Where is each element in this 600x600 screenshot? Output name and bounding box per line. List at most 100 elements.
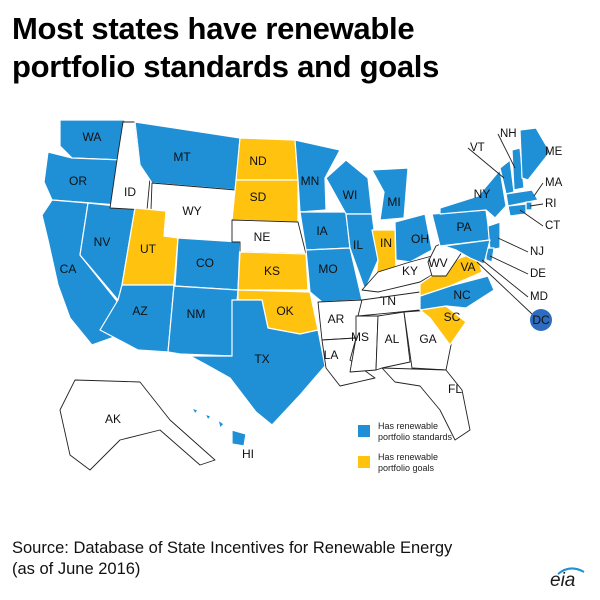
state-label-dc: DC (532, 313, 550, 327)
state-label-ny: NY (474, 187, 491, 201)
leader-line-nh (497, 133, 516, 169)
legend: Has renewable portfolio standards Has re… (358, 421, 453, 473)
leader-line-ma (533, 182, 544, 197)
state-label-oh: OH (411, 232, 429, 246)
state-mn (294, 139, 341, 213)
state-oh (394, 213, 433, 263)
state-label-ak: AK (105, 412, 121, 426)
state-label-nh: NH (500, 128, 517, 140)
leader-line-ri (529, 203, 544, 207)
state-label-wi: WI (343, 188, 358, 202)
source-line-2: (as of June 2016) (12, 560, 141, 578)
state-label-nv: NV (94, 235, 111, 249)
dc-marker (530, 309, 552, 331)
state-label-az: AZ (132, 304, 147, 318)
state-label-ia: IA (316, 224, 327, 238)
state-tx (189, 299, 326, 426)
state-az (99, 284, 175, 353)
state-label-mo: MO (318, 262, 337, 276)
state-wi (325, 159, 373, 215)
legend-goals-line1: Has renewable (378, 452, 438, 462)
labels-layer: WA OR CA NV ID MT WY UT CO AZ NM ND SD NE KS OK TX MN IA MO… (60, 128, 563, 461)
state-label-hi: HI (242, 447, 254, 461)
leader-line-vt (467, 147, 505, 179)
state-label-vt: VT (470, 142, 485, 154)
state-label-ut: UT (140, 242, 157, 256)
state-label-ct: CT (545, 220, 560, 232)
state-me (519, 127, 551, 181)
state-ny (439, 169, 507, 219)
leader-line-md (481, 259, 529, 298)
state-label-tx: TX (254, 352, 269, 366)
state-label-md: MD (530, 291, 548, 303)
state-label-me: ME (545, 146, 563, 158)
leader-line-de (489, 255, 529, 275)
eia-logo: eia (550, 570, 576, 591)
state-al (375, 311, 411, 371)
states-layer (41, 119, 551, 471)
state-label-pa: PA (456, 220, 471, 234)
eia-logo-arc (557, 567, 585, 575)
state-label-sd: SD (250, 190, 267, 204)
state-label-ri: RI (545, 198, 557, 210)
state-label-in: IN (380, 236, 392, 250)
legend-goals-line2: portfolio goals (378, 463, 435, 473)
legend-standards-line1: Has renewable (378, 421, 438, 431)
state-mi (371, 167, 409, 221)
state-label-al: AL (385, 332, 400, 346)
state-label-id: ID (124, 185, 136, 199)
state-label-nm: NM (187, 307, 206, 321)
state-nd (235, 137, 299, 181)
state-label-ca: CA (60, 262, 77, 276)
state-fl (381, 367, 471, 441)
state-label-nc: NC (453, 288, 471, 302)
leader-line-nj (497, 237, 529, 253)
source-line-1: Source: Database of State Incentives for… (12, 539, 453, 557)
state-label-nd: ND (249, 154, 267, 168)
state-vt (499, 159, 515, 195)
state-label-ms: MS (351, 330, 369, 344)
state-label-co: CO (196, 256, 214, 270)
state-label-or: OR (69, 174, 87, 188)
state-il (345, 213, 379, 291)
state-label-ar: AR (328, 312, 345, 326)
state-ma (505, 189, 539, 207)
state-label-ne: NE (254, 230, 271, 244)
state-label-ky: KY (402, 264, 418, 278)
state-ak (59, 379, 216, 471)
state-label-tn: TN (380, 294, 396, 308)
state-label-ok: OK (276, 304, 293, 318)
state-label-mt: MT (173, 150, 191, 164)
legend-standards-line2: portfolio standards (378, 432, 453, 442)
state-nc (419, 275, 495, 311)
state-label-wv: WV (428, 256, 447, 270)
state-hi (191, 407, 247, 447)
state-ks (237, 251, 309, 291)
state-label-nj: NJ (530, 246, 544, 258)
state-label-mi: MI (387, 195, 400, 209)
state-label-ga: GA (419, 332, 436, 346)
title-line-1: Most states have renewable (12, 11, 415, 46)
state-label-wa: WA (83, 130, 102, 144)
state-label-il: IL (353, 238, 363, 252)
state-md (443, 239, 491, 265)
state-nj (487, 221, 501, 251)
state-label-wy: WY (182, 204, 201, 218)
title-line-2: portfolio standards and goals (12, 49, 440, 84)
leader-line-dc (476, 261, 533, 315)
state-label-la: LA (324, 348, 339, 362)
state-ms (349, 315, 379, 373)
legend-swatch-standards (358, 425, 370, 437)
leader-line-ct (519, 209, 544, 227)
state-label-de: DE (530, 268, 546, 280)
state-label-ma: MA (545, 177, 563, 189)
state-ct (507, 203, 527, 217)
state-label-fl: FL (448, 382, 462, 396)
state-nm (167, 285, 239, 357)
source-note: Source: Database of State Incentives for… (12, 538, 592, 580)
state-label-sc: SC (444, 310, 461, 324)
state-label-va: VA (460, 260, 475, 274)
state-label-mn: MN (301, 174, 320, 188)
legend-swatch-goals (358, 456, 370, 468)
